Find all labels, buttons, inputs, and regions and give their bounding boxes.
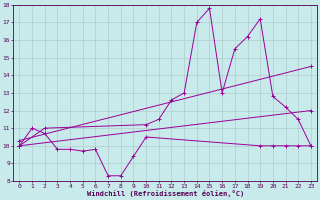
X-axis label: Windchill (Refroidissement éolien,°C): Windchill (Refroidissement éolien,°C) xyxy=(86,190,244,197)
